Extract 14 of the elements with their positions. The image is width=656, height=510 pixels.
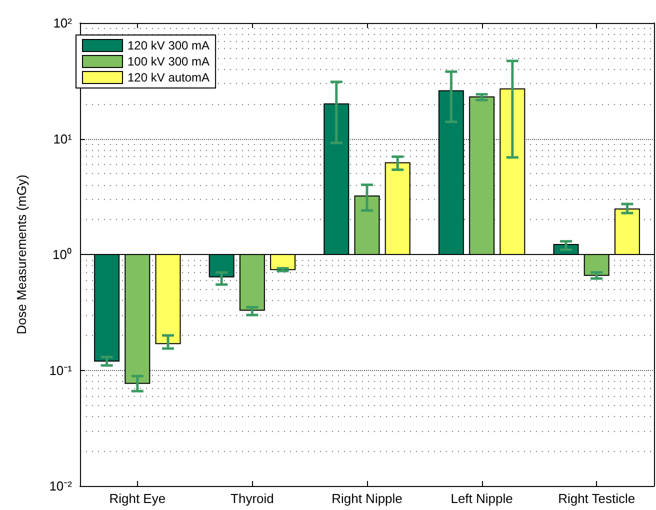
x-tick-label: Right Nipple [332,491,402,506]
y-axis-title: Dose Measurements (mGy) [14,174,29,334]
y-tick-label: 10⁻¹ [49,362,73,378]
legend-label: 100 kV 300 mA [128,54,210,68]
x-tick-label: Thyroid [230,491,274,506]
legend-label: 120 kV 300 mA [128,38,210,52]
y-tick-label: 10² [53,16,73,30]
legend-label: 120 kV automA [128,70,210,84]
x-tick-label: Left Nipple [450,491,513,506]
y-tick-label: 10⁻² [49,478,73,494]
y-tick-label: 10¹ [53,131,73,146]
x-tick-label: Right Testicle [558,491,636,506]
x-tick-label: Right Eye [109,491,166,506]
y-tick-label: 10⁰ [52,247,72,262]
